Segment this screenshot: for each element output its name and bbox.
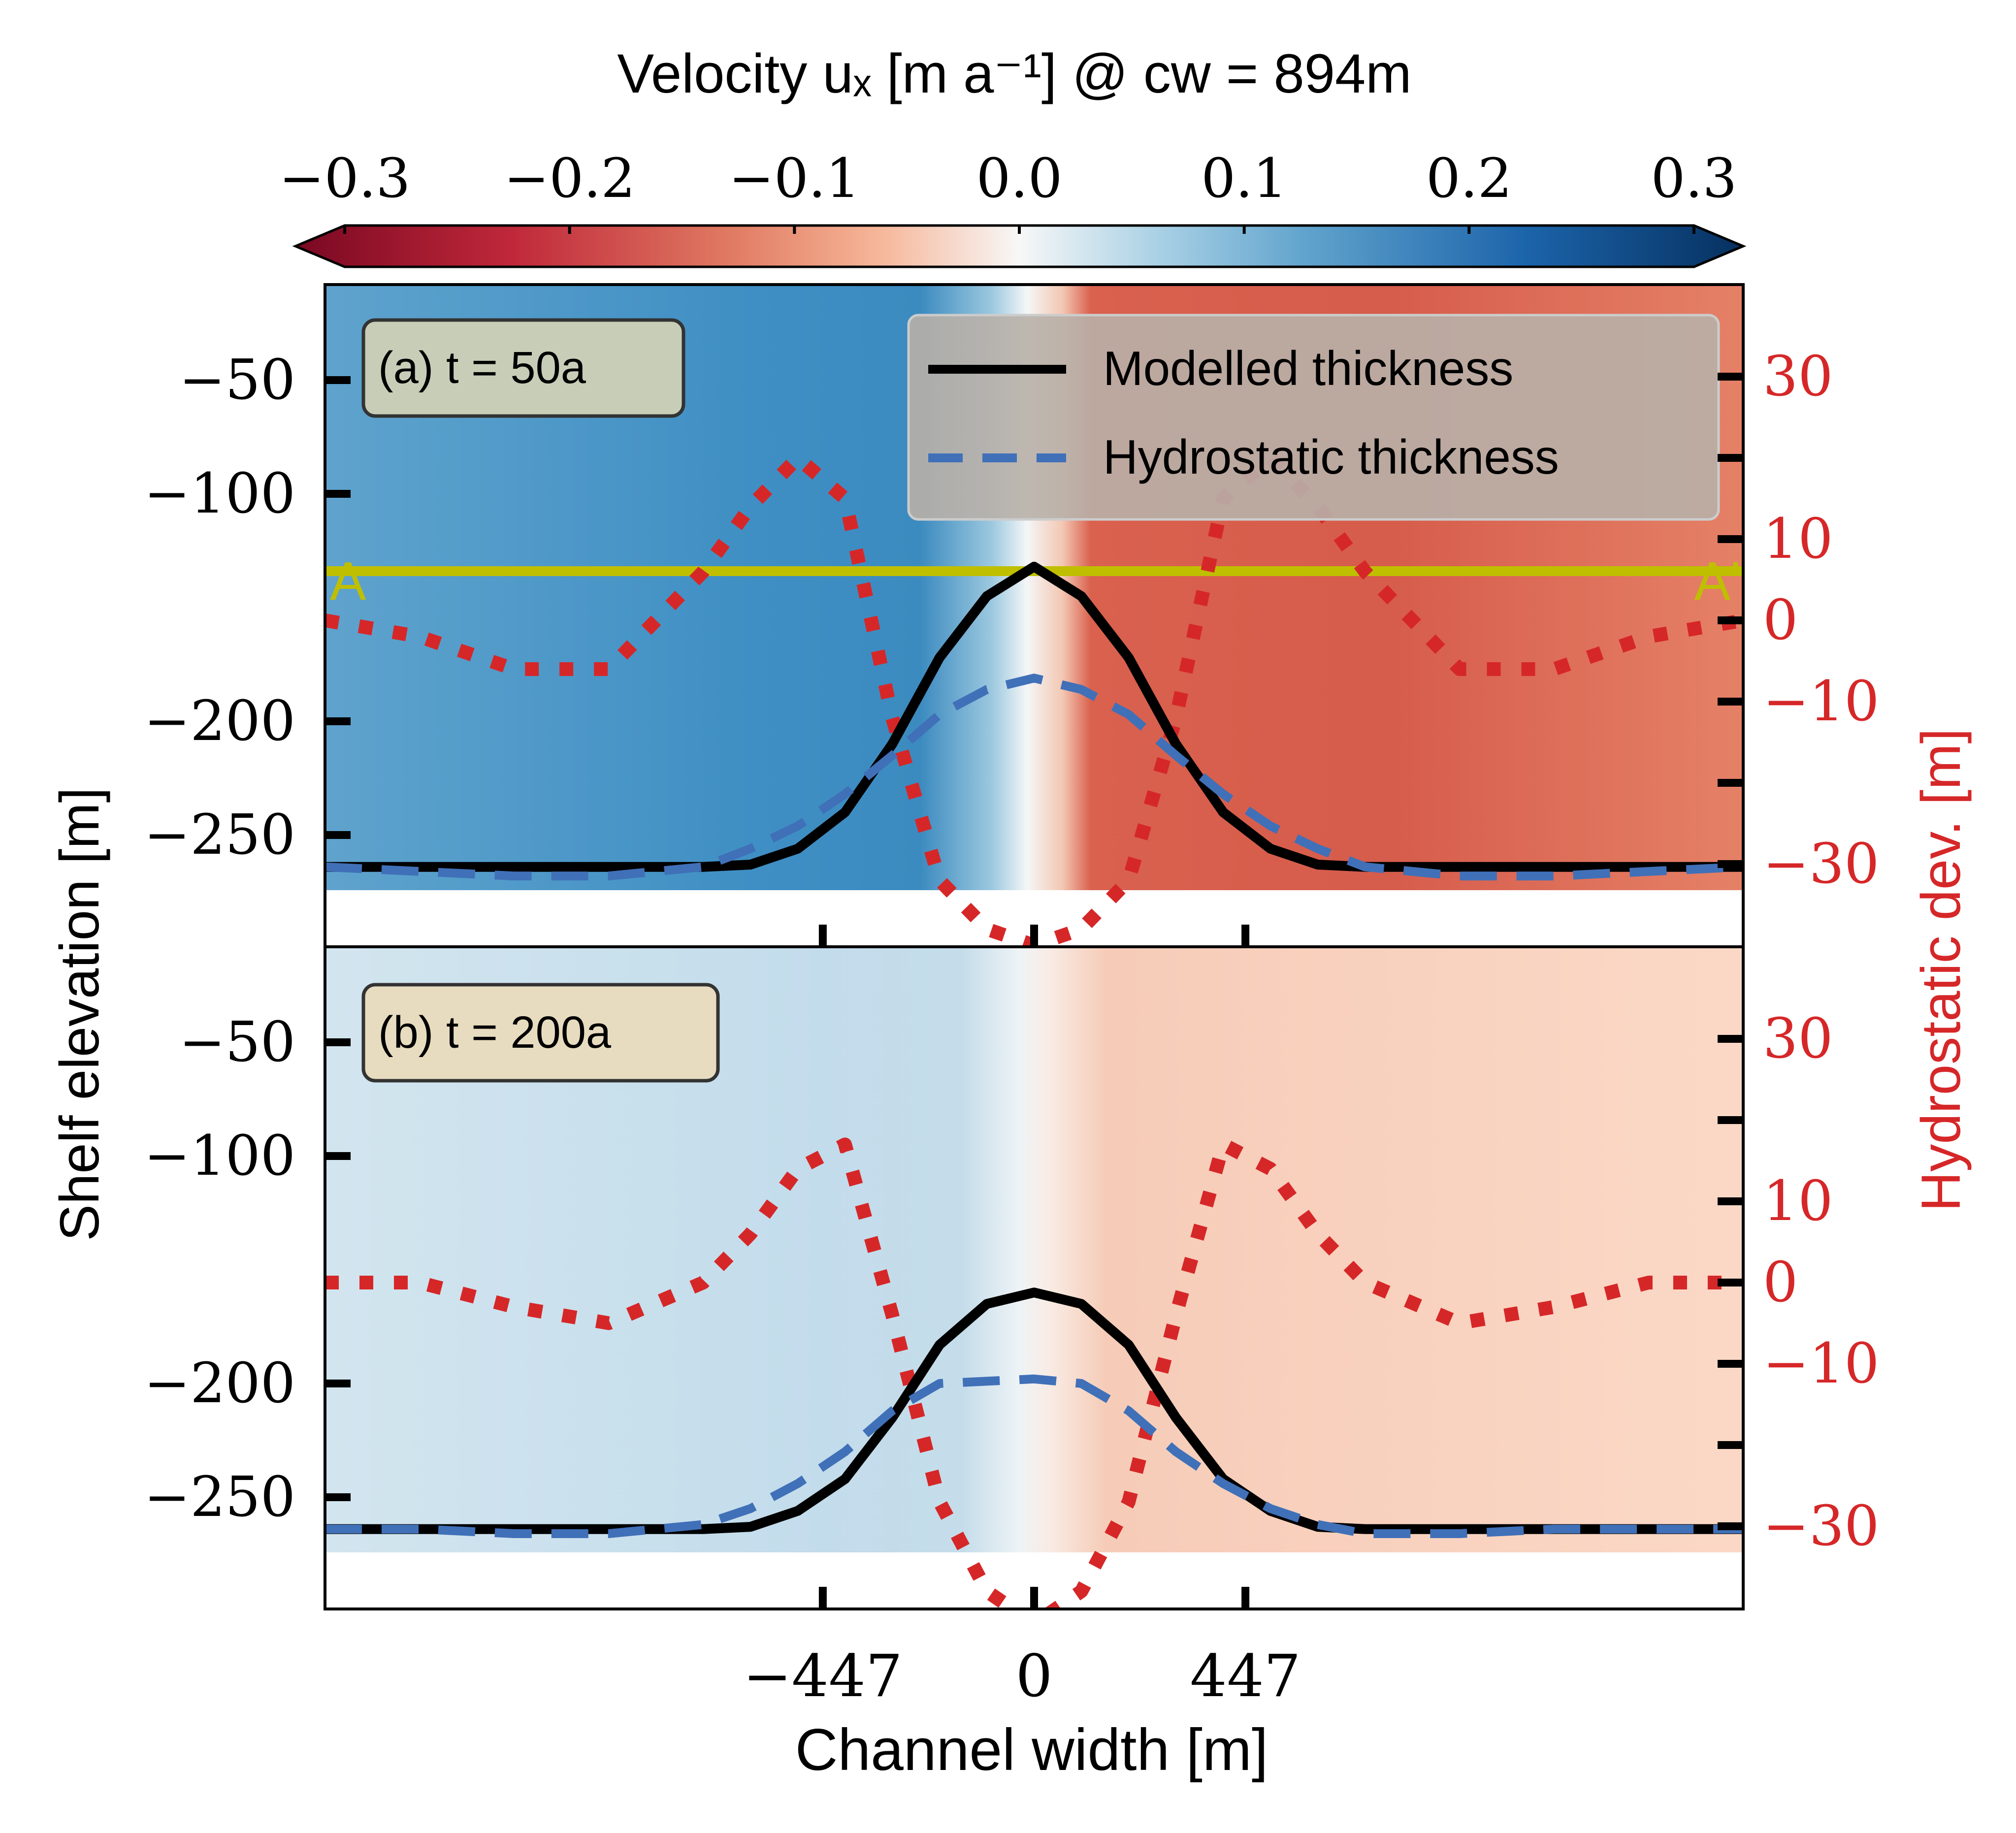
panel-b-series bbox=[325, 1137, 1743, 1609]
section-end-label: A' bbox=[1694, 551, 1741, 611]
colorbar-tick-label: 0.0 bbox=[976, 147, 1063, 210]
y-tick-label-left: −200 bbox=[144, 1351, 295, 1415]
colorbar-ticks: −0.3 −0.2 −0.1 0.0 0.1 0.2 0.3 bbox=[279, 147, 1737, 234]
x-tick-label: 447 bbox=[1190, 1642, 1301, 1710]
y-tick-label-right: −30 bbox=[1763, 1494, 1879, 1558]
y-tick-label-right: −30 bbox=[1763, 832, 1879, 896]
y-tick-label-right: 0 bbox=[1763, 588, 1798, 652]
panel-a-label: (a) t = 50a bbox=[378, 343, 586, 393]
y-tick-label-left: −250 bbox=[144, 1465, 295, 1529]
panel-a: A A' (a) t = 50a Modelled thickness Hydr… bbox=[325, 285, 1743, 947]
y-axis-label-right: Hydrostatic dev. [m] bbox=[1910, 728, 1972, 1211]
legend-box bbox=[907, 314, 1720, 521]
colorbar-title: Velocity uₓ [m a⁻¹] @ cw = 894m bbox=[617, 43, 1411, 104]
y-tick-label-right: 10 bbox=[1763, 1169, 1833, 1233]
y-tick-label-left: −100 bbox=[144, 1124, 295, 1188]
legend-label-hydrostatic: Hydrostatic thickness bbox=[1103, 430, 1559, 484]
colorbar-tick-label: −0.1 bbox=[729, 147, 860, 210]
colorbar: −0.3 −0.2 −0.1 0.0 0.1 0.2 0.3 bbox=[279, 147, 1747, 268]
colorbar-tick-label: −0.3 bbox=[279, 147, 410, 210]
x-tick-label: 0 bbox=[1015, 1642, 1052, 1710]
y-tick-label-right: 30 bbox=[1763, 345, 1833, 409]
legend-label-modelled: Modelled thickness bbox=[1103, 341, 1513, 395]
x-axis-label: Channel width [m] bbox=[795, 1717, 1268, 1783]
x-tick-label: −447 bbox=[743, 1642, 903, 1710]
hydrostatic-thickness-line bbox=[325, 674, 1743, 881]
section-start-label: A bbox=[330, 551, 366, 611]
y-tick-label-right: −10 bbox=[1763, 670, 1879, 734]
y-tick-label-left: −50 bbox=[179, 1010, 295, 1074]
y-tick-label-left: −100 bbox=[144, 462, 295, 526]
y-tick-label-right: 30 bbox=[1763, 1007, 1833, 1071]
panel-b-label: (b) t = 200a bbox=[378, 1007, 612, 1058]
panel-b-label-box bbox=[361, 983, 720, 1083]
colorbar-tick-label: 0.2 bbox=[1426, 147, 1512, 210]
y-tick-label-left: −250 bbox=[144, 803, 295, 867]
hydrostatic-deviation-line bbox=[325, 1137, 1743, 1609]
y-tick-label-left: −50 bbox=[179, 348, 295, 412]
y-axis-label-left: Shelf elevation [m] bbox=[49, 787, 110, 1241]
y-tick-label-right: 0 bbox=[1763, 1251, 1798, 1315]
axis-ticks: −50−100−200−25030100−10−30−50−100−200−25… bbox=[144, 345, 1879, 1710]
legend: Modelled thickness Hydrostatic thickness bbox=[907, 314, 1720, 521]
y-tick-label-left: −200 bbox=[144, 689, 295, 753]
y-tick-label-right: 10 bbox=[1763, 507, 1833, 571]
panel-b: (b) t = 200a bbox=[325, 947, 1743, 1609]
colorbar-tick-label: −0.2 bbox=[504, 147, 635, 210]
panel-a-label-box bbox=[361, 318, 685, 418]
y-tick-label-right: −10 bbox=[1763, 1332, 1879, 1396]
colorbar-tick-label: 0.1 bbox=[1201, 147, 1287, 210]
hydrostatic-thickness-line bbox=[325, 1374, 1743, 1538]
colorbar-tick-label: 0.3 bbox=[1651, 147, 1737, 210]
